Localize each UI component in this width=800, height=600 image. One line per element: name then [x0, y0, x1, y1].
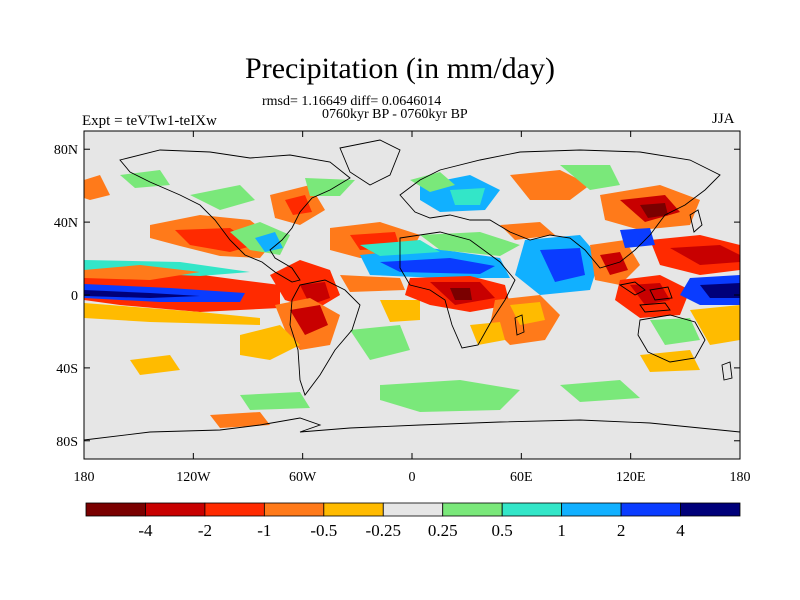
- anomaly-patch: [84, 175, 110, 200]
- x-tick-label: 180: [730, 470, 751, 485]
- anomaly-patch: [84, 290, 200, 298]
- anomaly-patch: [84, 284, 245, 302]
- x-tick-label: 120W: [176, 470, 211, 485]
- antarctica-outline: [84, 417, 740, 441]
- colorbar-label: -1: [257, 521, 271, 540]
- y-tick-label: 40S: [56, 362, 78, 377]
- south-america-outline: [289, 279, 361, 396]
- anomaly-patch: [380, 380, 520, 412]
- anomaly-patch: [670, 245, 740, 265]
- anomaly-patch: [560, 380, 640, 402]
- page-title: Precipitation (in mm/day): [245, 52, 555, 85]
- anomaly-patch: [690, 305, 740, 345]
- x-tick-label: 60W: [289, 470, 317, 485]
- colorbar-label: 4: [676, 521, 685, 540]
- anomaly-patch: [620, 228, 655, 248]
- anomaly-patch: [255, 232, 283, 252]
- colorbar-label: 1: [557, 521, 566, 540]
- x-tick-label: 0: [409, 470, 416, 485]
- anomaly-patch: [510, 302, 545, 325]
- colorbar-swatch: [323, 502, 384, 517]
- africa-outline: [399, 231, 516, 349]
- y-tick-label: 0: [71, 289, 78, 304]
- anomaly-patch: [450, 188, 485, 205]
- colorbar-swatch: [442, 502, 503, 517]
- anomaly-field: [84, 165, 740, 428]
- coastlines: [84, 139, 740, 441]
- colorbar-swatch: [680, 502, 741, 517]
- colorbar-label: 0.5: [492, 521, 513, 540]
- australia-outline: [637, 314, 706, 363]
- colorbar: -4 -2 -1 -0.5 -0.25 0.25 0.5 1 2 4: [85, 502, 741, 540]
- anomaly-patch: [470, 322, 505, 345]
- colorbar-swatch: [263, 502, 325, 517]
- anomaly-patch: [340, 275, 405, 292]
- colorbar-label: -0.25: [366, 521, 401, 540]
- y-axis: 80N 40N 0 40S 80S: [54, 143, 740, 450]
- anomaly-patch: [84, 265, 200, 280]
- anomaly-patch: [560, 165, 620, 190]
- x-axis: 180 120W 60W 0 60E 120E 180: [74, 131, 751, 485]
- anomaly-patch: [500, 222, 555, 240]
- north-america-outline: [119, 149, 351, 283]
- island-outline: [618, 281, 646, 296]
- y-tick-label: 80N: [54, 143, 78, 158]
- anomaly-patch: [420, 232, 520, 256]
- island-outline: [639, 302, 671, 313]
- colorbar-label: -2: [198, 521, 212, 540]
- season-label: JJA: [712, 111, 735, 127]
- colorbar-label: 0.25: [428, 521, 458, 540]
- colorbar-swatch: [204, 502, 265, 517]
- anomaly-patch: [640, 203, 668, 218]
- island-outline: [721, 361, 733, 381]
- anomaly-patch: [700, 283, 740, 298]
- anomaly-patch: [350, 325, 410, 360]
- anomaly-patch: [285, 195, 312, 215]
- colorbar-swatch: [382, 502, 444, 517]
- x-tick-label: 60E: [510, 470, 533, 485]
- anomaly-patch: [540, 248, 585, 282]
- colorbar-swatch: [620, 502, 681, 517]
- anomaly-patch: [130, 355, 180, 375]
- experiment-label: Expt = teVTw1-teIXw: [82, 113, 217, 129]
- greenland-outline: [339, 139, 401, 186]
- anomaly-patch: [240, 325, 300, 360]
- colorbar-label: -0.5: [310, 521, 337, 540]
- x-tick-label: 120E: [616, 470, 646, 485]
- anomaly-patch: [450, 288, 472, 300]
- x-tick-label: 180: [74, 470, 95, 485]
- anomaly-patch: [190, 185, 255, 210]
- colorbar-swatch: [145, 502, 206, 517]
- colorbar-label: -4: [138, 521, 153, 540]
- anomaly-patch: [210, 412, 270, 428]
- y-tick-label: 80S: [56, 435, 78, 450]
- anomaly-patch: [380, 258, 495, 274]
- anomaly-patch: [410, 172, 455, 192]
- y-tick-label: 40N: [54, 216, 78, 231]
- colorbar-label: 2: [617, 521, 626, 540]
- colorbar-swatch: [561, 502, 622, 517]
- anomaly-patch: [510, 170, 590, 200]
- anomaly-patch: [290, 305, 328, 335]
- stats-line: rmsd= 1.16649 diff= 0.0646014: [262, 94, 442, 109]
- island-outline: [689, 209, 703, 233]
- colorbar-swatch: [85, 502, 146, 517]
- colorbar-swatch: [501, 502, 563, 517]
- anomaly-patch: [650, 318, 700, 345]
- island-outline: [649, 286, 673, 301]
- anomaly-patch: [240, 392, 310, 410]
- period-line: 0760kyr BP - 0760kyr BP: [322, 107, 468, 122]
- island-outline: [514, 314, 525, 336]
- anomaly-patch: [380, 300, 420, 322]
- anomaly-patch: [84, 303, 260, 325]
- eurasia-outline: [399, 149, 721, 269]
